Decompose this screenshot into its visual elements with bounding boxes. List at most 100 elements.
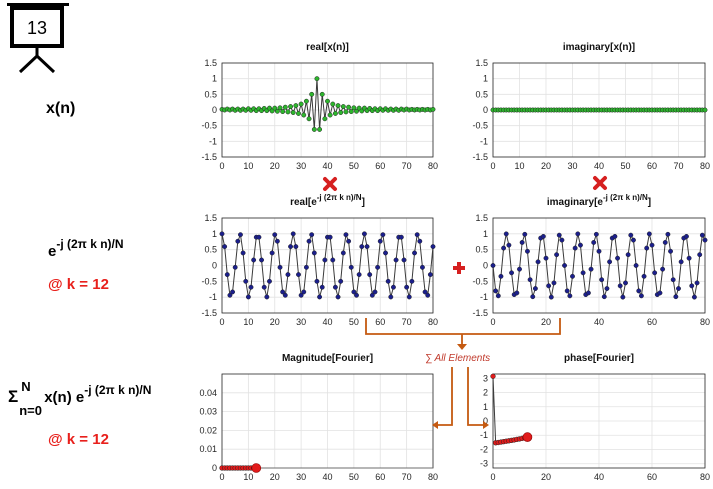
x-tick-label: 20 [541,317,551,327]
plot-frame [492,373,706,469]
data-point [503,231,509,237]
data-point [338,278,344,284]
data-point [335,294,341,300]
data-point [393,257,399,263]
x-tick-label: 60 [647,161,657,171]
data-point [546,283,552,289]
data-point [282,104,288,110]
x-tick-label: 50 [349,472,359,482]
data-point [280,109,286,115]
chart-title: phase[Fourier] [564,353,634,364]
sum-exponent: -j (2π k n)/N [84,383,152,397]
data-point [385,278,391,284]
multiply-icon-right [593,176,607,190]
x-tick-label: 80 [700,472,710,482]
data-point [625,252,631,258]
data-point [588,266,594,272]
data-point [245,294,251,300]
data-point [272,105,278,111]
data-point [293,244,299,250]
y-tick-label: 1.5 [204,58,217,68]
data-point [633,263,639,268]
data-point [354,292,359,298]
data-point [404,284,410,290]
data-point [556,232,562,238]
data-point [702,107,708,113]
kernel-exponent: -j (2π k n)/N [56,237,124,251]
data-point [607,259,613,265]
data-point [251,257,257,263]
data-point [288,104,294,110]
x-tick-label: 80 [700,317,710,327]
data-point [570,273,575,279]
data-point [628,232,634,238]
data-point [290,231,296,237]
x-tick-label: 80 [428,472,438,482]
data-point [356,272,362,278]
data-point [259,257,265,263]
data-point [296,272,301,278]
data-point [327,234,333,240]
x-tick-label: 0 [490,161,495,171]
data-point [298,292,304,298]
sum-lower-limit: n=0 [19,403,42,418]
x-tick-label: 30 [296,317,306,327]
data-point [256,234,262,240]
y-tick-label: -1.5 [201,308,217,318]
x-tick-label: 50 [349,317,359,327]
data-point [580,270,586,276]
data-point [623,280,628,286]
data-point [309,91,315,97]
arrow-heads [432,344,489,429]
y-tick-label: 0 [212,463,217,473]
y-tick-label: -0.5 [201,276,217,286]
y-tick-label: -0.5 [472,121,488,131]
x-tick-label: 20 [270,472,280,482]
data-point [660,266,666,272]
y-tick-label: 1 [483,74,488,84]
data-point [406,294,412,300]
x-tick-label: 0 [219,472,224,482]
data-point [383,250,388,256]
data-point [417,238,423,244]
y-tick-label: 3 [483,373,488,383]
y-tick-label: 0 [212,261,217,271]
chart-title: real[e-j (2π k n)/N] [290,193,365,208]
x-tick-label: 80 [428,317,438,327]
data-point [564,288,570,294]
x-tick-label: 50 [620,161,630,171]
data-point [702,237,708,243]
data-point [224,272,230,278]
chart-title: imaginary[e-j (2π k n)/N] [547,193,651,208]
data-point [420,264,425,270]
data-point [372,289,378,295]
y-tick-label: -1 [480,430,488,440]
data-point [330,257,336,263]
data-point [498,273,504,279]
y-tick-label: -1 [209,136,217,146]
x-tick-label: 60 [375,161,385,171]
data-point [601,294,607,300]
data-point [506,242,512,248]
chart-phase: 0 20 40 60 80 3 2 1 0 -1 -2 -3 phase[Fourier] [480,353,710,482]
x-tick-label: 40 [594,161,604,171]
data-point [398,234,404,240]
data-point [230,289,236,295]
data-point [427,272,433,278]
data-point [282,292,288,298]
data-point [335,103,341,109]
data-point [296,111,301,116]
data-point [638,293,644,299]
x-tick-label: 10 [514,161,524,171]
y-tick-label: 0.5 [204,89,217,99]
data-point [330,101,336,107]
data-point [309,232,315,238]
sum-body: x(n) e [44,389,85,406]
data-point [678,259,684,265]
data-point [274,238,280,244]
x-tick-label: 20 [541,161,551,171]
data-point [591,240,597,245]
data-point [689,283,695,289]
x-tick-label: 60 [647,472,657,482]
